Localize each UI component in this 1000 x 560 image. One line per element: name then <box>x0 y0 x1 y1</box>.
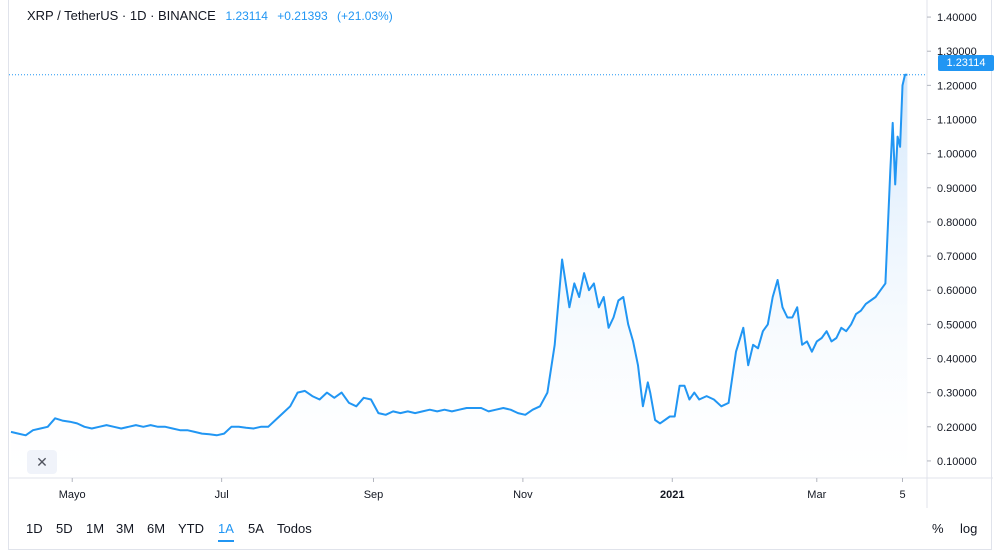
percent-scale-button[interactable]: % <box>932 521 944 536</box>
price-change: +0.21393 <box>277 9 328 23</box>
close-icon: ✕ <box>36 454 48 470</box>
x-tick-label: 2021 <box>660 489 684 501</box>
y-tick-label: 0.10000 <box>937 456 977 468</box>
y-tick-label: 0.30000 <box>937 388 977 400</box>
range-1d-button[interactable]: 1D <box>26 521 43 536</box>
x-tick-label: Sep <box>364 489 384 501</box>
y-tick-label: 1.40000 <box>937 12 977 24</box>
price-chart[interactable]: 0.10000 0.20000 0.30000 0.40000 0.50000 0.600… <box>9 0 993 508</box>
y-axis[interactable]: 0.10000 0.20000 0.30000 0.40000 0.50000 0.600… <box>926 0 977 508</box>
log-scale-button[interactable]: log <box>960 521 978 536</box>
range-ytd-button[interactable]: YTD <box>178 521 204 536</box>
price-change-percent: (+21.03%) <box>337 9 393 23</box>
range-all-button[interactable]: Todos <box>277 521 312 536</box>
x-tick-label: Mayo <box>59 489 86 501</box>
last-price-label: 1.23114 <box>938 55 994 71</box>
y-tick-label: 0.50000 <box>937 319 977 331</box>
plot-area <box>9 73 927 478</box>
y-tick-label: 0.40000 <box>937 354 977 366</box>
last-price: 1.23114 <box>225 9 268 23</box>
symbol-title: XRP / TetherUS · 1D · BINANCE <box>27 8 216 23</box>
reset-chart-button[interactable]: ✕ <box>27 450 57 474</box>
y-tick-label: 0.20000 <box>937 422 977 434</box>
x-tick-label: Nov <box>513 489 533 501</box>
series-area <box>11 74 908 478</box>
legend-values: 1.23114 +0.21393 (+21.03%) <box>225 9 398 23</box>
legend: XRP / TetherUS · 1D · BINANCE 1.23114 +0… <box>27 8 399 23</box>
range-5d-button[interactable]: 5D <box>56 521 73 536</box>
y-tick-label: 1.00000 <box>937 149 977 161</box>
range-1a-button[interactable]: 1A <box>218 521 234 542</box>
x-axis[interactable]: Mayo Jul Sep Nov 2021 Mar 5 <box>9 477 993 501</box>
range-5a-button[interactable]: 5A <box>248 521 264 536</box>
range-1m-button[interactable]: 1M <box>86 521 105 536</box>
chart-frame: 0.10000 0.20000 0.30000 0.40000 0.50000 0.600… <box>8 0 994 550</box>
y-tick-label: 1.20000 <box>937 80 977 92</box>
y-tick-label: 0.70000 <box>937 251 977 263</box>
range-toolbar: 1D 5D 1M 3M 6M YTD 1A 5A Todos % log <box>8 508 992 550</box>
y-tick-label: 1.10000 <box>937 115 977 127</box>
x-tick-label: 5 <box>899 489 905 501</box>
range-3m-button[interactable]: 3M <box>116 521 135 536</box>
y-tick-label: 0.80000 <box>937 217 977 229</box>
x-tick-label: Mar <box>807 489 826 501</box>
y-tick-label: 0.60000 <box>937 285 977 297</box>
range-6m-button[interactable]: 6M <box>147 521 166 536</box>
series-line <box>10 73 908 437</box>
x-tick-label: Jul <box>215 489 229 501</box>
y-tick-label: 0.90000 <box>937 183 977 195</box>
